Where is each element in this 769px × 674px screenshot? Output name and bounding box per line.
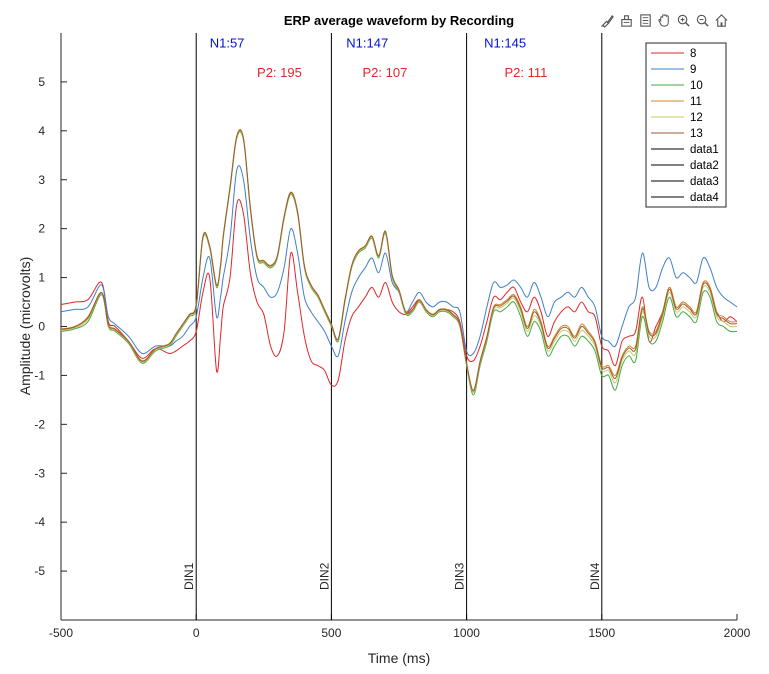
series-line-12[interactable] (60, 130, 738, 394)
datatip-icon[interactable] (617, 11, 636, 30)
series-line-11[interactable] (60, 128, 738, 391)
y-tick-label: 0 (38, 320, 45, 334)
x-tick-label: 500 (321, 626, 341, 640)
y-tick-label: -2 (34, 417, 45, 431)
legend-label-11: 11 (690, 96, 702, 108)
y-axis-label: Amplitude (microvolts) (17, 257, 33, 395)
legend-label-10: 10 (690, 80, 703, 92)
legend-box[interactable] (645, 42, 727, 208)
brush-icon[interactable] (598, 11, 617, 30)
event-label-din1: DIN1 (182, 562, 196, 590)
legend-label-data1: data1 (690, 144, 719, 156)
legend-label-data2: data2 (690, 160, 719, 172)
legend-label-data4: data4 (690, 192, 719, 204)
y-tick-label: 5 (38, 75, 45, 89)
x-tick-label: 0 (193, 626, 200, 640)
y-tick-label: 1 (38, 271, 45, 285)
series-line-13[interactable] (60, 129, 738, 392)
legend-label-8: 8 (690, 48, 696, 60)
series-line-9[interactable] (60, 165, 738, 358)
y-tick-label: -4 (34, 515, 45, 529)
chart-title: ERP average waveform by Recording (284, 13, 514, 28)
pan-icon[interactable] (655, 11, 674, 30)
x-tick-label: 1500 (588, 626, 615, 640)
peak-annotation: P2: 107 (362, 65, 407, 80)
axes-toolbar (598, 10, 731, 30)
y-tick-label: -3 (34, 466, 45, 480)
x-tick-label: 1000 (453, 626, 480, 640)
zoom-in-icon[interactable] (674, 11, 693, 30)
series-line-10[interactable] (60, 131, 738, 396)
y-tick-label: -5 (34, 564, 45, 578)
x-tick-label: 2000 (724, 626, 751, 640)
x-tick-label: -500 (49, 626, 73, 640)
peak-annotation: P2: 111 (504, 65, 547, 80)
peak-annotation: P2: 195 (257, 65, 302, 80)
legend-label-13: 13 (690, 128, 703, 140)
plot-area[interactable]: -500 0 500 1000 1500 2000-5-4-3-2-1012345DIN1… (34, 33, 751, 640)
peak-annotation: N1:147 (346, 36, 388, 51)
event-label-din2: DIN2 (317, 562, 331, 590)
zoom-out-icon[interactable] (693, 11, 712, 30)
y-tick-label: -1 (34, 368, 45, 382)
event-label-din4: DIN4 (588, 562, 602, 590)
event-label-din3: DIN3 (453, 562, 467, 590)
peak-annotation: N1:57 (210, 36, 245, 51)
home-icon[interactable] (712, 11, 731, 30)
y-tick-label: 4 (38, 124, 45, 138)
legend-label-data3: data3 (690, 176, 719, 188)
list-icon[interactable] (636, 11, 655, 30)
peak-annotation: N1:145 (484, 36, 526, 51)
legend-label-9: 9 (690, 64, 696, 76)
y-tick-label: 2 (38, 222, 45, 236)
y-tick-label: 3 (38, 173, 45, 187)
legend-label-12: 12 (690, 112, 703, 124)
x-axis-label: Time (ms) (368, 650, 430, 666)
